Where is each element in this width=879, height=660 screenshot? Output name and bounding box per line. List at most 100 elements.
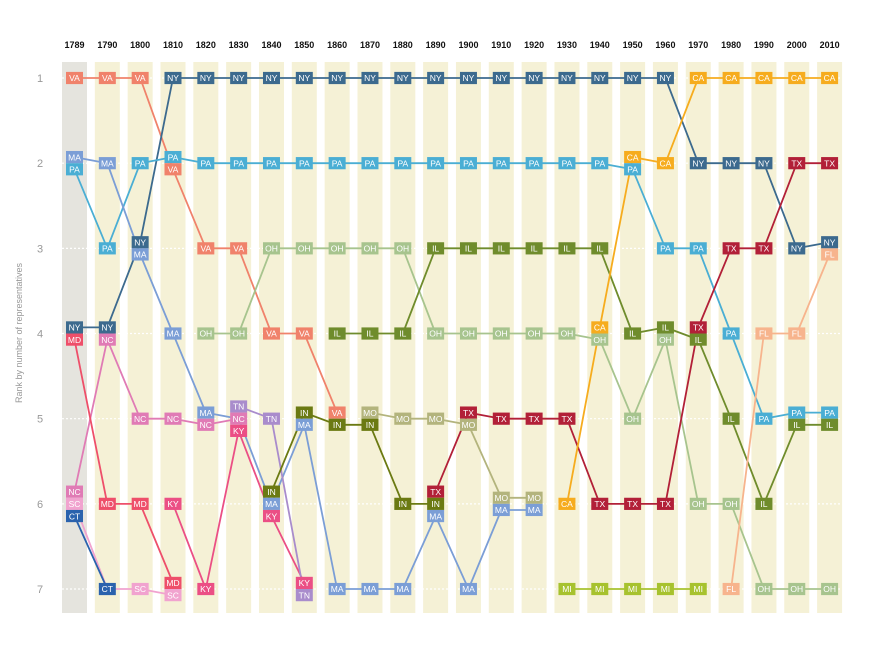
state-tag-box	[361, 418, 379, 431]
state-tag-label: OH	[626, 414, 639, 424]
state-tag-label: OH	[265, 244, 278, 254]
state-tag-label: OH	[364, 244, 377, 254]
state-tag-box	[164, 412, 182, 425]
state-tag-tn-1840: TN	[262, 412, 280, 425]
state-tag-box	[788, 157, 806, 170]
state-tag-box	[591, 582, 609, 596]
state-tag-tn-1830: TN	[230, 400, 248, 413]
state-tag-ma-1870: MA	[361, 582, 379, 596]
state-tag-box	[755, 412, 773, 425]
state-tag-box	[197, 242, 215, 255]
state-tag-box	[98, 497, 116, 510]
state-tag-box	[821, 71, 839, 85]
state-tag-il-2000: IL	[788, 418, 806, 431]
state-tag-box	[361, 327, 379, 340]
state-tag-box	[492, 242, 510, 255]
state-tag-pa-1830: PA	[230, 157, 248, 170]
state-tag-pa-1800: PA	[131, 157, 149, 170]
state-tag-label: OH	[396, 244, 409, 254]
state-tag-box	[755, 582, 773, 596]
state-tag-box	[230, 400, 248, 413]
state-tag-label: MO	[494, 493, 508, 503]
state-tag-box	[66, 71, 83, 85]
state-tag-box	[558, 242, 576, 255]
state-tag-box	[591, 71, 609, 85]
state-tag-label: OH	[561, 329, 574, 339]
state-tag-box	[66, 497, 83, 510]
state-tag-label: NY	[331, 73, 343, 83]
state-tag-mo-1880: MO	[394, 412, 412, 425]
series-line-pa	[73, 156, 830, 420]
state-tag-pa-1950: PA	[624, 163, 642, 176]
state-tag-box	[821, 582, 839, 596]
state-tag-label: NC	[200, 420, 212, 430]
state-tag-label: FL	[759, 329, 769, 339]
state-tag-label: MI	[661, 584, 670, 594]
state-tag-box	[262, 497, 280, 510]
decade-label-2000: 2000	[787, 40, 807, 50]
state-tag-label: MA	[331, 584, 344, 594]
state-tag-box	[66, 509, 83, 523]
state-tag-label: MO	[462, 420, 476, 430]
state-tag-ny-1970: NY	[689, 157, 707, 170]
state-tag-label: NY	[397, 73, 409, 83]
state-tag-ny-1840: NY	[262, 71, 280, 85]
state-tag-il-1940: IL	[591, 242, 609, 255]
state-tag-ma-1810: MA	[164, 327, 182, 340]
state-tag-box	[328, 157, 346, 170]
state-tag-box	[295, 576, 313, 590]
state-tag-pa-1850: PA	[295, 157, 313, 170]
state-tag-box	[558, 412, 576, 425]
state-tag-label: MA	[298, 420, 311, 430]
state-tag-ny-1920: NY	[525, 71, 543, 85]
state-tag-label: IL	[695, 335, 702, 345]
state-tag-mo-1920: MO	[525, 491, 543, 504]
state-tag-label: CA	[627, 152, 639, 162]
state-tag-label: TN	[233, 402, 244, 412]
state-tag-label: OH	[593, 335, 606, 345]
state-tag-box	[722, 497, 740, 510]
state-tag-ca-1960: CA	[656, 157, 674, 170]
state-tag-tx-1980: TX	[722, 242, 740, 255]
state-tag-pa-2000: PA	[788, 406, 806, 419]
state-tag-box	[66, 321, 83, 334]
state-tag-ny-1980: NY	[722, 157, 740, 170]
decade-label-1990: 1990	[754, 40, 774, 50]
state-tag-label: VA	[266, 329, 277, 339]
state-tag-ny-1950: NY	[624, 71, 642, 85]
state-tag-box	[558, 327, 576, 340]
rank-label-4: 4	[37, 329, 43, 341]
state-tag-label: IL	[728, 414, 735, 424]
state-tag-label: PA	[102, 244, 113, 254]
decade-label-1920: 1920	[524, 40, 544, 50]
state-tag-box	[525, 71, 543, 85]
state-tag-oh-1860: OH	[328, 242, 346, 255]
state-tag-ma-1820: MA	[197, 406, 215, 419]
state-tag-ca-1940: CA	[591, 321, 609, 334]
state-tag-label: NY	[430, 73, 442, 83]
state-tag-ny-1990: NY	[755, 157, 773, 170]
series-line-sc	[73, 503, 174, 596]
state-tag-tx-2000: TX	[788, 157, 806, 170]
state-tag-box	[394, 157, 412, 170]
state-tag-in-1890: IN	[427, 497, 445, 510]
state-tag-label: NY	[167, 73, 179, 83]
state-tag-va-1830: VA	[230, 242, 248, 255]
state-tag-label: OH	[692, 499, 705, 509]
state-tag-ma-1850: MA	[295, 418, 313, 431]
state-tag-box	[525, 503, 543, 517]
state-tag-pa-1920: PA	[525, 157, 543, 170]
state-tag-label: PA	[299, 158, 310, 168]
state-tag-label: CT	[102, 584, 113, 594]
state-tag-ca-1970: CA	[689, 71, 707, 85]
state-tag-box	[427, 242, 445, 255]
state-tag-label: PA	[365, 158, 376, 168]
state-tag-box	[427, 497, 445, 510]
state-tag-box	[558, 71, 576, 85]
state-tag-va-1789: VA	[66, 71, 83, 85]
state-tag-label: PA	[397, 158, 408, 168]
state-tag-label: IL	[465, 244, 472, 254]
state-tag-box	[164, 163, 182, 176]
state-tag-box	[131, 248, 149, 261]
state-tag-box	[755, 497, 773, 510]
